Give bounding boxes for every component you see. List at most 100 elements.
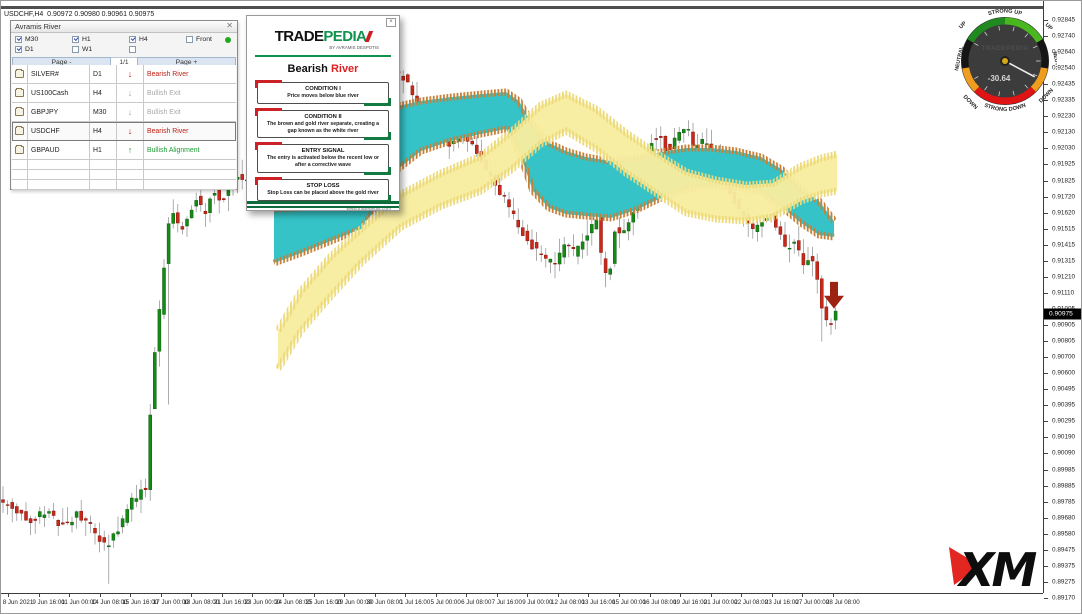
price-tick [1044, 485, 1048, 487]
time-tick [160, 594, 162, 597]
tradepedia-popup: × TRADEPEDIA BY AVRAMIS DESPOTIS Bearish… [246, 15, 400, 212]
popup-footer-rule-2 [247, 206, 399, 208]
timeframe-cell: H1 [90, 141, 117, 159]
condition-box-4: STOP LOSS Stop Loss can be placed above t… [255, 176, 391, 203]
price-tick [1044, 276, 1048, 278]
price-label: 0.91825 [1052, 177, 1076, 185]
panel-title: Avramis River [15, 22, 61, 31]
table-row-empty[interactable] [12, 180, 236, 190]
empty-cell [12, 170, 28, 179]
table-row-empty[interactable] [12, 160, 236, 170]
price-tick [1044, 421, 1048, 423]
symbol-cell: USDCHF [28, 122, 90, 140]
price-tick [1044, 180, 1048, 182]
table-row-GBPJPY[interactable]: GBPJPY M30 ↓ Bullish Exit [12, 103, 236, 122]
condition-heading: CONDITION II [304, 113, 342, 120]
time-label: 23 Jun 00:00 [244, 599, 281, 606]
timeframe-checkbox-M30[interactable]: M30 [15, 35, 38, 44]
time-tick [741, 594, 743, 597]
signal-cell: Bullish Exit [147, 108, 181, 116]
price-label: 0.90905 [1052, 321, 1076, 329]
price-tick [1044, 164, 1048, 166]
price-label: 0.89170 [1052, 594, 1076, 602]
empty-cell [144, 180, 236, 189]
price-tick [1044, 501, 1048, 503]
time-tick [588, 594, 590, 597]
timeframe-checkbox-extra[interactable] [129, 45, 139, 54]
time-label: 13 Jul 16:00 [581, 599, 616, 606]
xm-logo-triangle [949, 547, 981, 585]
panel-title-bar[interactable]: ✕ Avramis River [11, 21, 237, 33]
condition-body: Stop Loss can be placed above the gold r… [267, 189, 379, 196]
time-tick [680, 594, 682, 597]
symbol-cell: US100Cash [28, 84, 90, 102]
checkbox-icon[interactable] [129, 36, 136, 43]
popup-close-icon[interactable]: × [386, 18, 396, 27]
price-label: 0.91620 [1052, 209, 1076, 217]
time-label: 14 Jun 08:00 [91, 599, 128, 606]
table-row-USDCHF[interactable]: USDCHF H4 ↓ Bearish River [12, 122, 236, 141]
checkbox-icon[interactable] [129, 46, 136, 53]
direction-arrow-icon: ↓ [117, 103, 144, 121]
signal-cell: Bullish Exit [147, 89, 181, 97]
direction-arrow-icon: ↓ [117, 84, 144, 102]
time-tick [435, 594, 437, 597]
price-label: 0.90495 [1052, 385, 1076, 393]
checkbox-label: M30 [25, 36, 39, 43]
time-tick [8, 594, 9, 597]
price-tick [1044, 84, 1048, 86]
timeframe-checkbox-Front[interactable]: Front [186, 35, 212, 44]
condition-heading: CONDITION I [305, 86, 341, 92]
checkbox-icon[interactable] [186, 36, 193, 43]
timeframe-checkbox-D1[interactable]: D1 [15, 45, 34, 54]
time-label: 15 Jul 00:00 [612, 599, 646, 606]
brand-flag-icon [365, 31, 374, 42]
checkbox-label: H1 [82, 36, 91, 43]
price-tick [1044, 437, 1048, 439]
time-label: 9 Jun 16:00 [32, 599, 65, 606]
xm-logo-text: XM [956, 543, 1036, 595]
gauge-hub [1002, 58, 1008, 64]
price-tick [1044, 244, 1048, 246]
price-tick [1044, 389, 1048, 391]
table-row-GBPAUD[interactable]: GBPAUD H1 ↑ Bullish Alignment [12, 141, 236, 160]
table-row-SILVER#[interactable]: SILVER# D1 ↓ Bearish River [12, 65, 236, 84]
time-tick [466, 594, 468, 597]
bearish-signal-arrow [824, 281, 844, 309]
condition-box-1: CONDITION I Price moves below blue river [255, 80, 391, 106]
empty-cell [12, 160, 28, 169]
gauge-label-strong-up: STRONG UP [987, 8, 1022, 17]
price-label: 0.90700 [1052, 353, 1076, 361]
price-axis[interactable]: 0.92845 0.92740 0.92640 0.92540 0.92435 0.923… [1043, 1, 1081, 601]
table-row-US100Cash[interactable]: US100Cash H4 ↓ Bullish Exit [12, 84, 236, 103]
timeframe-checkbox-H4[interactable]: H4 [129, 35, 148, 44]
timeframe-checkbox-area: M30 H1 H4 Front D1 W1 [11, 33, 237, 57]
checkbox-icon[interactable] [15, 36, 22, 43]
time-label: 27 Jul 00:00 [795, 599, 830, 606]
svg-text:STRONG UP: STRONG UP [987, 9, 1022, 17]
popup-title-red: River [330, 63, 359, 75]
symbol-cell: GBPJPY [28, 103, 90, 121]
empty-cell [90, 160, 117, 169]
checkbox-icon[interactable] [72, 46, 79, 53]
empty-cell [117, 160, 144, 169]
timeframe-checkbox-W1[interactable]: W1 [72, 45, 92, 54]
time-label: 23 Jul 16:00 [764, 599, 799, 606]
price-tick [1044, 453, 1048, 455]
tradepedia-logo: TRADEPEDIA [247, 28, 399, 45]
checkbox-label: H4 [139, 36, 148, 43]
timeframe-checkbox-H1[interactable]: H1 [72, 35, 91, 44]
time-axis[interactable]: 8 Jun 2021 9 Jun 16:00 11 Jun 00:00 14 Jun … [1, 593, 1043, 613]
panel-close-icon[interactable]: ✕ [226, 21, 233, 30]
signal-cell: Bullish Alignment [147, 146, 200, 154]
checkbox-icon[interactable] [15, 46, 22, 53]
price-label: 0.89785 [1052, 498, 1076, 506]
checkbox-label: W1 [82, 46, 93, 53]
price-tick [1044, 549, 1048, 551]
current-price-tag: 0.90975 [1044, 308, 1081, 320]
price-tick [1044, 517, 1048, 519]
table-row-empty[interactable] [12, 170, 236, 180]
checkbox-icon[interactable] [72, 36, 79, 43]
condition-body: The brown and gold river separate, creat… [266, 120, 380, 134]
time-tick [557, 594, 559, 597]
